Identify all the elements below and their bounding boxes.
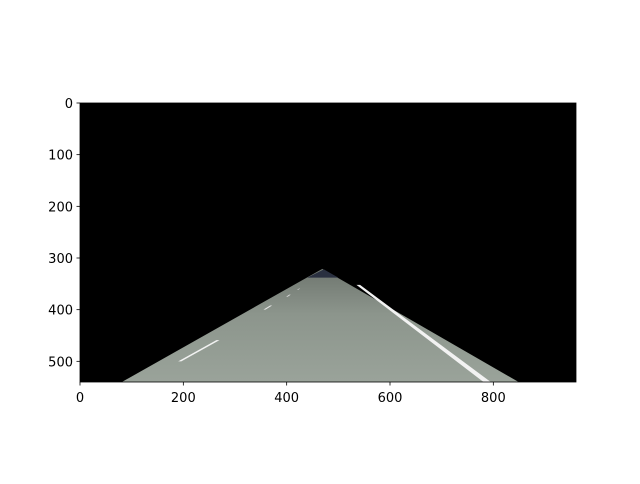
y-tick-label: 300 [48,252,73,267]
ticks: 0 200 400 600 800 0 100 200 300 400 500 [48,97,506,406]
road-region [121,268,519,382]
axes-frame [79,102,577,383]
y-tick-label: 0 [65,97,73,112]
lane-line [356,284,491,382]
vehicle [307,269,339,278]
x-tick-label: 200 [171,391,196,406]
lane-dash [263,305,273,310]
lane-dash [286,294,291,297]
y-tick-label: 500 [48,355,73,370]
x-tick-label: 600 [378,391,403,406]
x-tick-label: 0 [76,391,84,406]
lane-dash [297,288,301,291]
image [80,103,576,382]
y-tick-label: 200 [48,200,73,215]
y-tick-label: 400 [48,304,73,319]
x-tick-label: 400 [274,391,299,406]
y-tick-label: 100 [48,149,73,164]
lane-dash [178,340,220,362]
x-tick-label: 800 [481,391,506,406]
